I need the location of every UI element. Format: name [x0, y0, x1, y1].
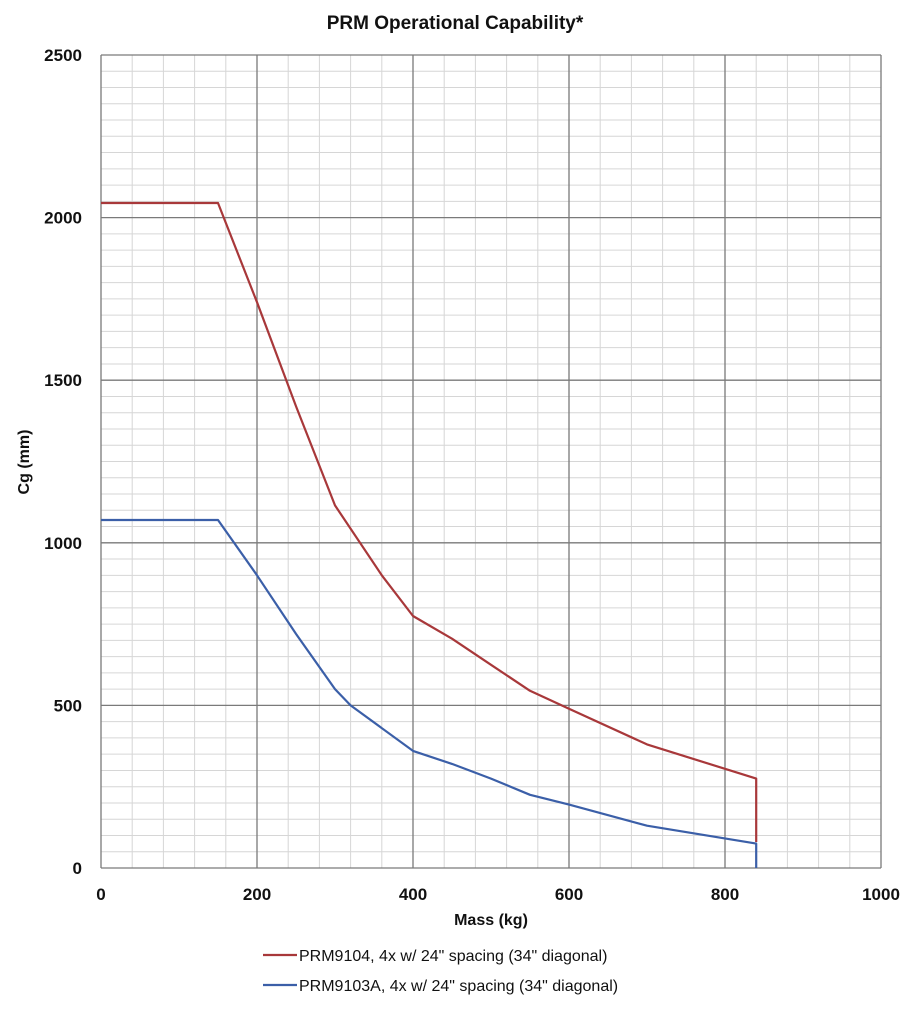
y-tick-label: 2000: [44, 209, 82, 228]
y-tick-label: 500: [54, 696, 82, 715]
x-tick-label: 1000: [862, 885, 900, 904]
x-tick-label: 200: [243, 885, 271, 904]
x-axis-ticks: 0 200 400 600 800 1000: [96, 885, 900, 904]
legend: PRM9104, 4x w/ 24" spacing (34" diagonal…: [263, 948, 618, 995]
y-tick-label: 1500: [44, 371, 82, 390]
legend-label-1: PRM9104, 4x w/ 24" spacing (34" diagonal…: [299, 948, 607, 965]
y-axis-label: Cg (mm): [16, 430, 33, 495]
x-tick-label: 600: [555, 885, 583, 904]
series-line-1: [101, 201, 758, 842]
y-tick-label: 0: [73, 859, 82, 878]
series-lines: [101, 201, 758, 868]
series-line-2: [101, 518, 758, 868]
grid: [100, 54, 882, 869]
x-tick-label: 800: [711, 885, 739, 904]
x-tick-label: 400: [399, 885, 427, 904]
chart-title: PRM Operational Capability*: [327, 13, 584, 34]
y-tick-label: 1000: [44, 534, 82, 553]
legend-label-2: PRM9103A, 4x w/ 24" spacing (34" diagona…: [299, 978, 618, 995]
y-tick-label: 2500: [44, 46, 82, 65]
x-axis-label: Mass (kg): [454, 912, 528, 929]
x-tick-label: 0: [96, 885, 105, 904]
y-axis-ticks: 0 500 1000 1500 2000 2500: [44, 46, 82, 878]
